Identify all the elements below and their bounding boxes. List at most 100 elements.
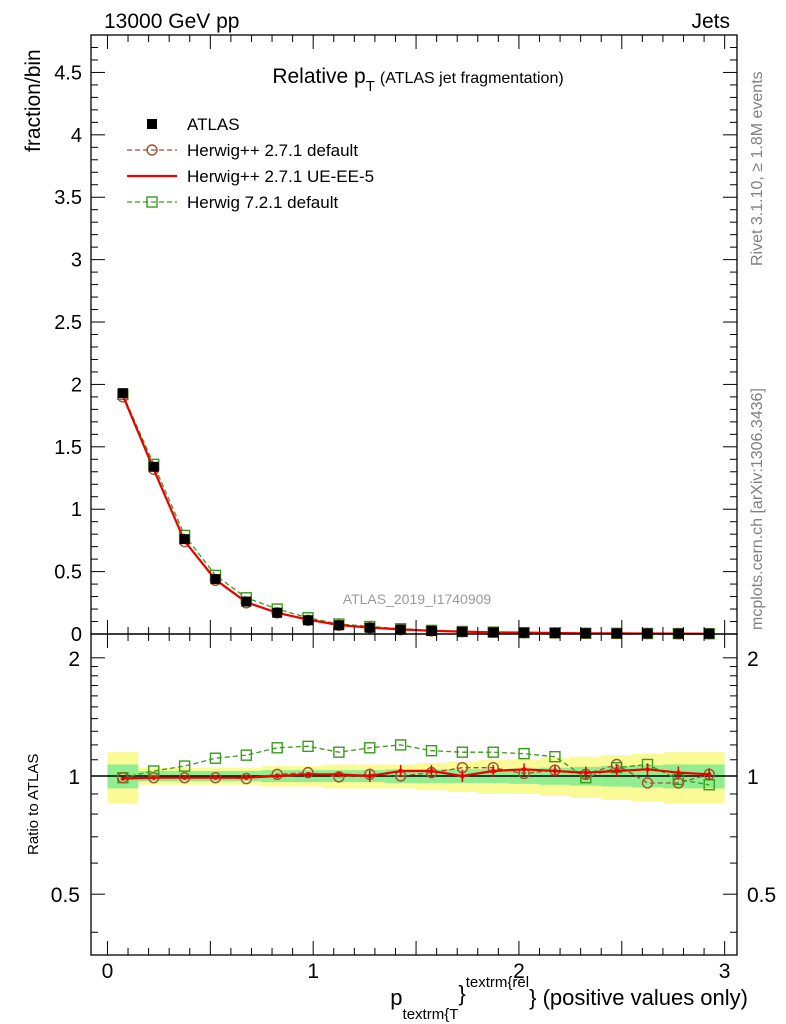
y-tick-label-main-3: 2: [71, 374, 82, 396]
ratio-point-herwig_ueee5-12: [491, 768, 496, 774]
xlabel-main: p: [390, 985, 402, 1010]
legend-label-herwig72: Herwig 7.2.1 default: [187, 193, 338, 212]
ratio-panel-frame: [90, 633, 738, 956]
y-tick-label-main-2: 1.5: [54, 437, 82, 459]
point-atlas-14: [549, 628, 560, 639]
ratio-point-herwig72-4: [240, 749, 253, 761]
ratio-point-herwig_ueee5-5: [274, 773, 280, 779]
ratio-y-tick-label-right-2: 2: [747, 648, 759, 671]
x-tick-label-1: 1: [307, 960, 319, 983]
ratio-point-herwig72-3: [209, 752, 222, 764]
ratio-y-tick-label-2: 2: [68, 648, 80, 671]
x-axis-label: ptextrm{T}textrm{rel} (positive values o…: [390, 974, 748, 1023]
ratio-point-herwig_default-5: [271, 768, 283, 781]
ratio-point-herwig_ueee5-14: [552, 768, 558, 774]
ratio-point-herwig_ueee5-19: [707, 772, 712, 777]
header-left: 13000 GeV pp: [104, 10, 239, 33]
point-atlas-15: [580, 628, 591, 639]
ratio-point-herwig_ueee5-3: [213, 775, 218, 780]
ratio-point-herwig72-9: [394, 739, 407, 751]
ratio-y-tick-label-1: 1: [68, 766, 80, 789]
point-atlas-10: [426, 625, 437, 636]
point-atlas-2: [179, 534, 190, 545]
ratio-point-herwig72-7: [333, 746, 345, 758]
ratio-point-herwig_ueee5-2: [182, 775, 187, 780]
legend-label-atlas: ATLAS: [187, 115, 240, 134]
point-atlas-7: [333, 620, 344, 631]
legend-marker-herwig_default: [146, 144, 158, 156]
chart-title: Relative pT (ATLAS jet fragmentation): [272, 65, 563, 95]
ratio-point-herwig_default-17: [641, 777, 654, 789]
ratio-point-herwig_ueee5-8: [367, 773, 372, 779]
point-atlas-6: [303, 615, 314, 626]
x-tick-label-0: 0: [102, 960, 114, 983]
ratio-point-herwig_ueee5-17: [645, 767, 650, 772]
y-tick-label-main-7: 4: [71, 125, 82, 147]
point-atlas-1: [148, 461, 159, 472]
y-axis-label-main: fraction/bin: [22, 49, 45, 152]
ratio-point-herwig72-11: [456, 746, 469, 758]
title-sub: T: [366, 78, 375, 95]
ratio-point-herwig_ueee5-1: [151, 775, 156, 780]
ratio-point-herwig72-5: [271, 742, 283, 754]
y-tick-label-main-5: 3: [71, 250, 82, 272]
y-tick-label-main-6: 3.5: [54, 187, 82, 209]
legend: ATLAS Herwig++ 2.7.1 default Herwig++ 2.7.…: [127, 115, 374, 212]
ratio-point-herwig_ueee5-11: [460, 773, 465, 779]
xlabel-sub: textrm{T: [403, 1006, 459, 1023]
ratio-point-herwig72-2: [178, 760, 191, 772]
xlabel-sub-brace: }: [458, 981, 465, 1006]
ratio-point-herwig_ueee5-18: [676, 770, 681, 775]
ratio-point-herwig72-13: [518, 747, 530, 760]
ratio-point-herwig_default-6: [302, 766, 314, 779]
legend-marker-atlas: [147, 119, 157, 129]
ratio-point-herwig72-8: [364, 742, 376, 754]
ratio-point-herwig_ueee5-13: [521, 767, 527, 772]
ratio-point-herwig_ueee5-16: [614, 768, 619, 774]
point-atlas-12: [488, 627, 499, 638]
ratio-point-herwig72-12: [487, 746, 499, 758]
rivet-version-label: Rivet 3.1.10, ≥ 1.8M events: [749, 71, 766, 266]
xlabel-rest: } (positive values only): [529, 985, 748, 1010]
y-tick-label-main-4: 2.5: [54, 312, 82, 334]
ratio-point-herwig72-10: [425, 745, 438, 757]
y-tick-label-main-1: 1: [71, 499, 82, 521]
ratio-line-herwig_ueee5: [122, 768, 710, 780]
title-main: Relative p: [272, 65, 365, 88]
ratio-point-herwig72-14: [549, 750, 561, 763]
ratio-y-tick-label-0: 0.5: [51, 884, 80, 907]
ratio-point-herwig_ueee5-4: [244, 775, 249, 780]
x-tick-label-3: 3: [719, 960, 731, 983]
ratio-panel: 0.5 0.5 1 1 2 2 0 1 2 3: [51, 633, 776, 983]
legend-label-herwig_default: Herwig++ 2.7.1 default: [187, 141, 358, 160]
point-atlas-8: [364, 622, 375, 633]
x-tick-label-2: 2: [513, 960, 525, 983]
mcplots-label: mcplots.cern.ch [arXiv:1306.3436]: [749, 388, 766, 630]
y-tick-label-main-0: 0.5: [54, 562, 82, 584]
point-atlas-11: [457, 626, 468, 637]
y-tick-label-zero: 0: [71, 624, 82, 646]
ratio-point-herwig72-6: [302, 740, 314, 753]
y-tick-label-main-8: 4.5: [54, 62, 82, 84]
ratio-y-tick-label-right-0: 0.5: [747, 884, 776, 907]
ratio-point-herwig_ueee5-10: [429, 768, 434, 774]
point-atlas-13: [519, 627, 530, 638]
point-atlas-4: [241, 596, 252, 607]
xlabel-sup: textrm{rel: [466, 974, 529, 991]
ratio-point-herwig_default-7: [333, 771, 345, 783]
point-atlas-5: [272, 607, 283, 618]
ratio-point-herwig_ueee5-6: [305, 772, 311, 777]
point-atlas-0: [117, 388, 128, 399]
ratio-point-herwig_ueee5-7: [336, 772, 342, 777]
ratio-point-herwig_ueee5-0: [120, 776, 126, 781]
point-atlas-3: [210, 574, 221, 585]
y-axis-label-ratio: Ratio to ATLAS: [25, 754, 42, 855]
point-atlas-9: [395, 624, 406, 635]
ratio-y-tick-label-right-1: 1: [747, 766, 759, 789]
legend-label-herwig_ueee5: Herwig++ 2.7.1 UE-EE-5: [187, 167, 374, 186]
ratio-point-herwig_ueee5-9: [398, 768, 403, 774]
legend-marker-herwig72: [146, 196, 158, 208]
title-rest: (ATLAS jet fragmentation): [380, 70, 564, 87]
header-right: Jets: [691, 10, 730, 33]
